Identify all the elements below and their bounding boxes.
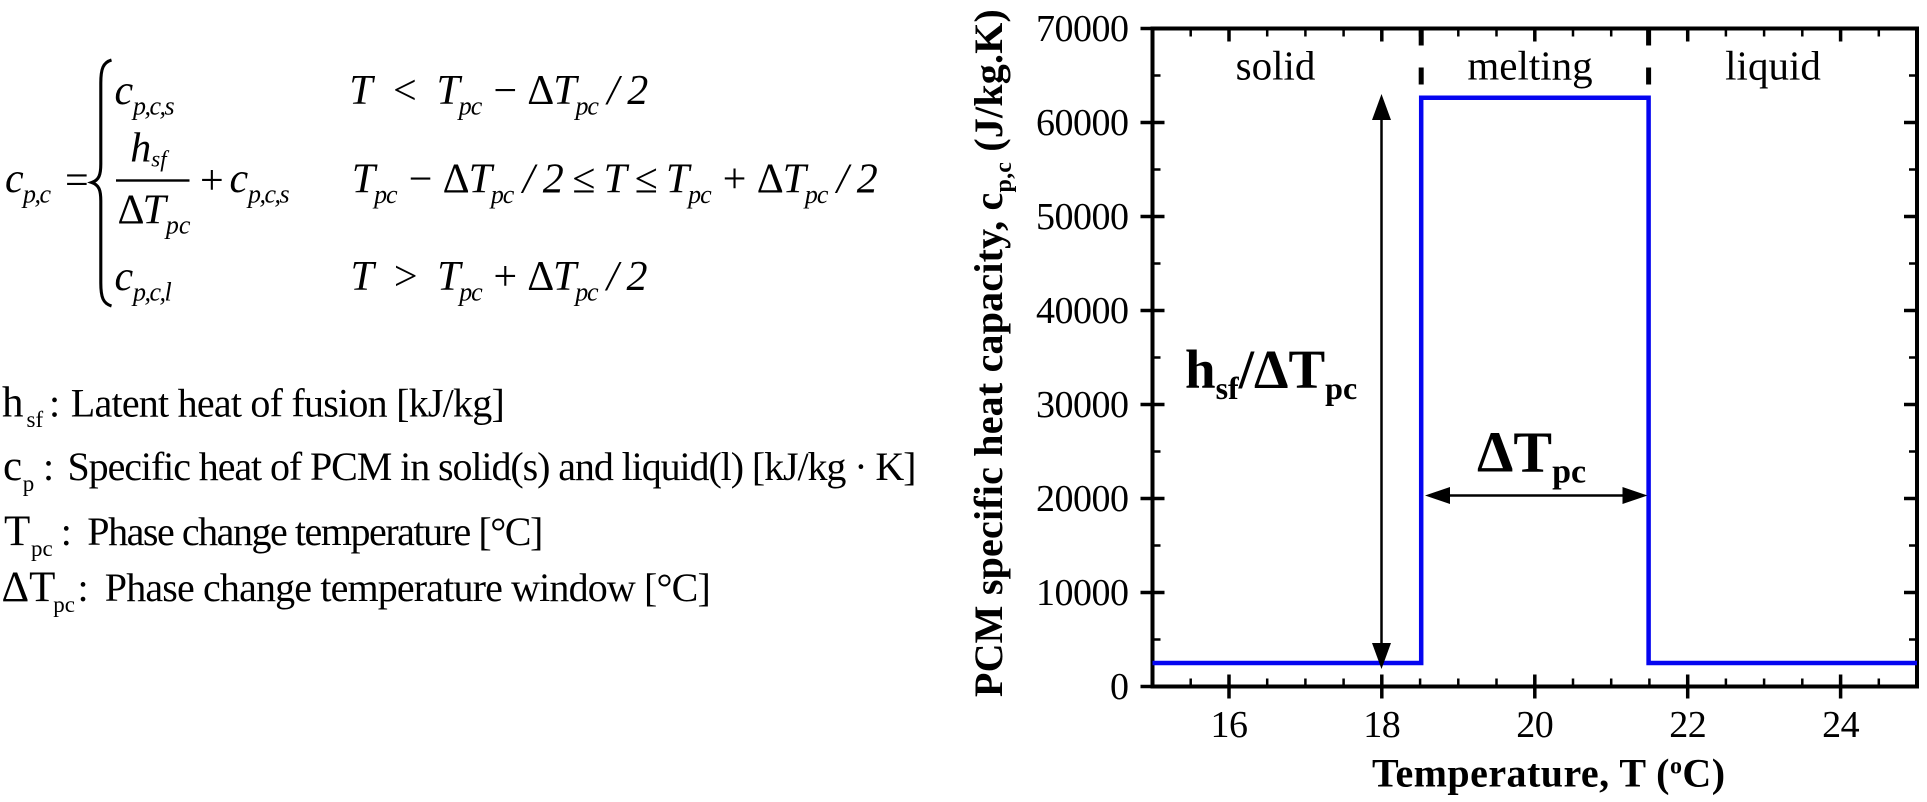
svg-text:sf: sf — [151, 147, 170, 172]
svg-text:Tpc − ΔTpc / 2 ≤ T ≤ Tpc + ΔTp: Tpc − ΔTpc / 2 ≤ T ≤ Tpc + ΔTpc / 2 — [352, 157, 878, 210]
svg-text:Specific heat of PCM in solid(: Specific heat of PCM in solid(s) and liq… — [68, 444, 917, 489]
svg-text:16: 16 — [1211, 704, 1248, 746]
svg-text:20: 20 — [1516, 704, 1553, 746]
svg-text:70000: 70000 — [1036, 8, 1129, 50]
svg-text:Phase change temperature [°C]: Phase change temperature [°C] — [87, 509, 543, 554]
svg-text:pc: pc — [31, 536, 53, 561]
svg-text::: : — [61, 509, 72, 554]
svg-text:22: 22 — [1669, 704, 1706, 746]
svg-text:18: 18 — [1363, 704, 1400, 746]
svg-text:sf: sf — [27, 407, 44, 432]
svg-text:=: = — [65, 158, 89, 204]
svg-text:40000: 40000 — [1036, 290, 1129, 332]
svg-text:+: + — [200, 158, 224, 204]
svg-text:Δ: Δ — [118, 188, 145, 234]
svg-text:p,c: p,c — [21, 180, 52, 209]
svg-text:PCM specific heat capacity, cp: PCM specific heat capacity, cp,c (J/kg.K… — [966, 9, 1017, 697]
svg-text:20000: 20000 — [1036, 478, 1129, 520]
svg-text:h: h — [2, 380, 24, 427]
svg-text:50000: 50000 — [1036, 196, 1129, 238]
svg-text::: : — [78, 565, 89, 610]
svg-text:hsf/ΔTpc: hsf/ΔTpc — [1185, 339, 1357, 406]
svg-text:c: c — [115, 68, 134, 114]
svg-text:p,c,s: p,c,s — [246, 180, 290, 209]
svg-text:Temperature, T (oC): Temperature, T (oC) — [1372, 751, 1726, 796]
svg-text:ΔT: ΔT — [2, 564, 56, 611]
svg-text::: : — [43, 444, 54, 489]
svg-text:c: c — [115, 254, 134, 300]
svg-text:c: c — [230, 156, 249, 202]
svg-text:melting: melting — [1467, 43, 1592, 89]
svg-text:30000: 30000 — [1036, 384, 1129, 426]
svg-text::: : — [49, 381, 60, 426]
svg-text:c: c — [3, 443, 22, 490]
svg-text:p: p — [23, 471, 35, 496]
svg-text:T: T — [4, 508, 30, 555]
svg-text:pc: pc — [164, 211, 191, 240]
svg-text:Latent heat of fusion [kJ/kg]: Latent heat of fusion [kJ/kg] — [71, 381, 505, 426]
svg-text:pc: pc — [53, 592, 75, 617]
svg-text:solid: solid — [1236, 43, 1316, 89]
svg-text:Phase change temperature windo: Phase change temperature window [°C] — [105, 565, 711, 610]
svg-text:c: c — [5, 156, 24, 202]
svg-text:h: h — [130, 126, 151, 172]
svg-text:24: 24 — [1822, 704, 1860, 746]
svg-text:T < Tpc − ΔTpc / 2: T < Tpc − ΔTpc / 2 — [349, 68, 648, 121]
svg-text:p,c,l: p,c,l — [131, 278, 172, 307]
svg-text:T: T — [143, 188, 169, 234]
svg-text:p,c,s: p,c,s — [131, 92, 175, 121]
svg-text:T > Tpc + ΔTpc / 2: T > Tpc + ΔTpc / 2 — [351, 254, 648, 307]
svg-text:liquid: liquid — [1725, 43, 1821, 89]
svg-text:10000: 10000 — [1036, 572, 1129, 614]
svg-text:0: 0 — [1110, 666, 1129, 708]
svg-text:60000: 60000 — [1036, 102, 1129, 144]
